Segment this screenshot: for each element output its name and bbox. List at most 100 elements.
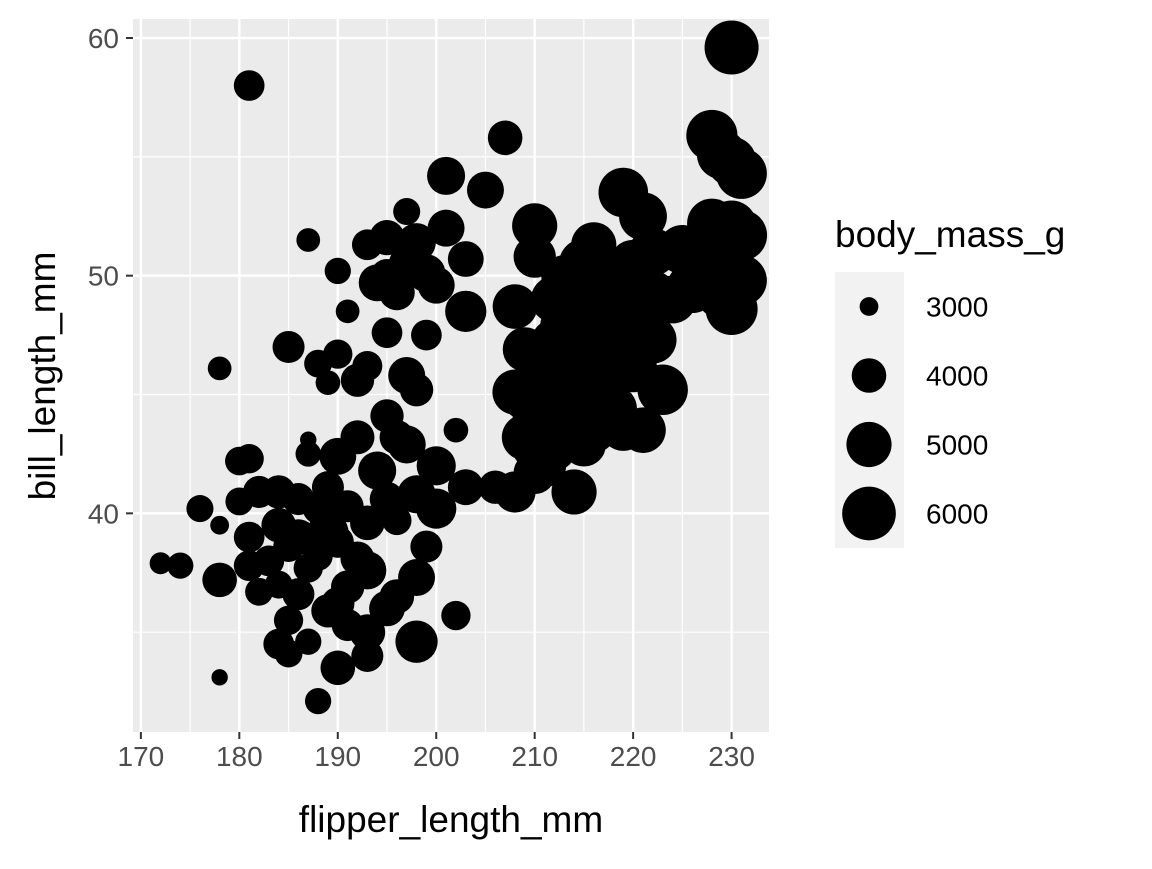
legend-key-label: 3000	[926, 292, 988, 323]
data-point	[560, 395, 607, 442]
data-point	[410, 530, 443, 563]
data-point	[393, 197, 421, 226]
legend-key-circle	[842, 486, 896, 541]
data-point	[620, 407, 666, 453]
data-point	[513, 235, 556, 278]
legend-key-label: 4000	[926, 361, 988, 392]
x-axis-title: flipper_length_mm	[299, 799, 603, 840]
data-point	[445, 290, 487, 332]
x-tick-label: 220	[610, 741, 657, 772]
data-point	[335, 299, 360, 324]
data-point	[369, 220, 405, 256]
data-point	[186, 495, 214, 523]
legend-title: body_mass_g	[835, 214, 1065, 255]
legend-key-label: 5000	[926, 430, 988, 461]
x-tick-label: 210	[511, 741, 558, 772]
data-point	[589, 282, 638, 331]
data-point	[274, 639, 303, 668]
data-point	[427, 209, 465, 247]
data-point	[296, 228, 321, 252]
data-point	[233, 521, 265, 553]
legend: body_mass_g 3000 4000 5000 6000	[835, 214, 1065, 548]
x-tick-label: 230	[708, 741, 755, 772]
y-tick-label: 40	[88, 498, 119, 529]
data-point	[211, 669, 228, 686]
data-point	[387, 425, 426, 464]
y-tick-label: 50	[88, 261, 119, 292]
data-point	[447, 241, 484, 277]
data-point	[551, 469, 597, 515]
data-point	[324, 257, 351, 285]
data-point	[397, 475, 436, 514]
data-point	[351, 639, 384, 672]
data-point	[705, 282, 758, 336]
data-point	[411, 319, 442, 351]
x-tick-label: 200	[413, 741, 460, 772]
data-point	[637, 364, 688, 415]
data-point	[447, 469, 484, 506]
y-axis-title: bill_length_mm	[22, 252, 63, 501]
data-point	[494, 471, 536, 513]
data-point	[382, 505, 412, 536]
points-layer	[149, 20, 768, 715]
data-point	[295, 628, 322, 655]
data-point	[512, 203, 558, 249]
legend-key-circle	[851, 358, 887, 393]
data-point	[245, 577, 273, 606]
data-point	[540, 301, 589, 350]
data-point	[293, 553, 323, 583]
data-point	[350, 505, 385, 541]
data-point	[315, 370, 341, 395]
data-point	[167, 552, 194, 579]
data-point	[149, 552, 172, 575]
data-point	[704, 20, 759, 75]
data-point	[416, 446, 456, 486]
data-point	[487, 120, 523, 156]
data-point	[340, 363, 375, 397]
data-point	[304, 687, 332, 715]
data-point	[441, 600, 471, 631]
data-point	[349, 614, 386, 651]
x-tick-label: 190	[314, 741, 361, 772]
data-point	[210, 515, 230, 535]
data-point	[295, 441, 321, 467]
data-point	[358, 451, 397, 490]
data-point	[466, 171, 504, 209]
data-point	[233, 70, 265, 101]
data-point	[369, 590, 405, 627]
data-point	[207, 356, 232, 381]
y-axis: 40 50 60	[88, 23, 133, 529]
data-point	[225, 446, 254, 476]
data-point	[648, 275, 697, 324]
data-point	[395, 620, 438, 663]
legend-key-circle	[846, 421, 892, 468]
data-point	[580, 347, 628, 395]
data-point	[272, 330, 305, 364]
data-point	[580, 247, 628, 295]
data-point	[417, 266, 455, 304]
data-point	[399, 373, 434, 407]
y-tick-label: 60	[88, 23, 119, 54]
x-tick-label: 180	[216, 741, 263, 772]
x-tick-label: 170	[118, 741, 165, 772]
data-point	[371, 317, 403, 349]
data-point	[319, 437, 357, 475]
data-point	[304, 349, 333, 378]
data-point	[378, 274, 415, 311]
data-point	[427, 156, 466, 195]
data-point	[715, 148, 767, 199]
x-axis: 170 180 190 200 210 220 230	[118, 732, 755, 772]
data-point	[273, 605, 304, 635]
data-point	[492, 284, 538, 329]
data-point	[443, 417, 469, 443]
legend-key-label: 6000	[926, 499, 988, 530]
data-point	[282, 578, 315, 611]
data-point	[501, 373, 548, 420]
legend-key-circle	[859, 297, 879, 316]
data-point	[320, 650, 356, 686]
data-point	[225, 487, 254, 516]
data-point	[233, 550, 265, 581]
data-point	[202, 562, 237, 598]
